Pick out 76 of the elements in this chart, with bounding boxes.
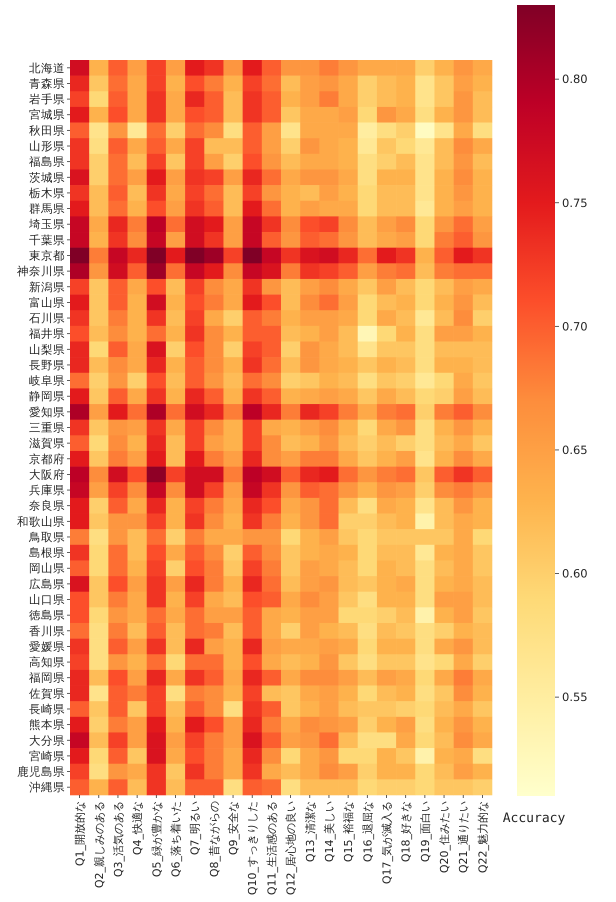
- y-tick-label: 三重県: [29, 420, 65, 434]
- y-tick-label: 鳥取県: [28, 530, 65, 544]
- x-tick-label: Q15_裕福な: [342, 801, 356, 862]
- x-tick-label: Q1_開放的な: [74, 801, 87, 866]
- y-tick-label: 神奈川県: [17, 264, 65, 278]
- x-tick-label: Q21_通りたい: [457, 801, 470, 874]
- x-tick-label: Q7_明るい: [188, 801, 202, 856]
- y-tick-label: 秋田県: [29, 123, 65, 138]
- color-bar-label: 0.80: [562, 72, 588, 86]
- y-tick-label: 群馬県: [29, 202, 65, 216]
- y-tick-label: 鹿児島県: [17, 764, 65, 779]
- x-tick-label: Q19_面白い: [418, 801, 432, 862]
- y-tick-label: 長野県: [29, 358, 65, 372]
- y-tick-label: 和歌山県: [17, 514, 65, 528]
- y-tick-label: 広島県: [29, 576, 65, 591]
- y-tick-label: 新潟県: [29, 280, 65, 294]
- y-tick-label: 大阪府: [29, 467, 65, 482]
- y-tick-label: 岩手県: [29, 92, 65, 106]
- x-tick-label: Q5_緑が豊かな: [150, 801, 164, 878]
- color-bar-label: 0.65: [562, 442, 588, 457]
- color-bar-label: 0.70: [562, 319, 588, 334]
- y-tick-label: 愛媛県: [29, 639, 65, 654]
- y-tick-label: 栃木県: [29, 186, 65, 200]
- color-bar-label: 0.55: [562, 690, 588, 704]
- y-tick-label: 山形県: [29, 139, 65, 154]
- y-tick-label: 富山県: [29, 295, 65, 310]
- x-tick-label: Q4_快適な: [131, 801, 144, 856]
- y-tick-label: 千葉県: [29, 232, 65, 247]
- y-tick-label: 京都府: [29, 452, 65, 466]
- y-tick-label: 東京都: [29, 248, 65, 262]
- y-tick-label: 静岡県: [29, 389, 65, 404]
- x-tick-label: Q6_落ち着いた: [170, 801, 182, 878]
- y-tick-label: 滋賀県: [29, 436, 65, 450]
- x-tick-label: Q9_安全な: [227, 801, 240, 856]
- y-tick-label: 宮城県: [29, 108, 65, 122]
- y-tick-label: 兵庫県: [29, 483, 65, 498]
- x-tick-label: Q8_昔ながらの: [208, 801, 221, 878]
- y-tick-label: 山口県: [29, 592, 65, 607]
- y-tick-label: 高知県: [29, 655, 65, 670]
- y-tick-label: 埼玉県: [28, 217, 65, 232]
- color-bar-label: 0.75: [562, 196, 588, 210]
- x-tick-label: Q22_魅力的な: [476, 801, 490, 874]
- x-tick-label: Q14_美しい: [322, 801, 336, 862]
- y-tick-label: 香川県: [29, 624, 65, 638]
- x-tick-label: Q16_退屈な: [361, 801, 374, 862]
- x-tick-label: Q11_生活感のある: [265, 801, 278, 896]
- x-tick-label: Q20_住みたい: [438, 801, 452, 874]
- x-tick-label: Q3_活気のある: [112, 801, 125, 878]
- y-tick-label: 北海道: [29, 60, 65, 75]
- x-tick-label: Q17_気が滅入る: [380, 801, 394, 884]
- y-tick-label: 福井県: [29, 326, 65, 341]
- y-tick-label: 佐賀県: [29, 686, 65, 700]
- color-bar-label: 0.60: [562, 566, 588, 581]
- y-tick-label: 福岡県: [29, 670, 65, 685]
- y-tick-label: 福島県: [29, 154, 65, 169]
- y-tick-label: 石川県: [29, 311, 65, 326]
- y-tick-label: 青森県: [29, 76, 65, 90]
- x-tick-label: Q2_親しみのある: [92, 801, 106, 888]
- y-tick-label: 岐阜県: [29, 374, 65, 388]
- y-tick-label: 大分県: [29, 733, 65, 748]
- x-tick-label: Q10_すっきりした: [246, 801, 260, 896]
- y-tick-label: 茨城県: [29, 170, 65, 184]
- x-tick-label: Q12_居心地の良い: [284, 801, 298, 896]
- y-tick-label: 熊本県: [29, 718, 65, 732]
- y-tick-label: 徳島県: [29, 608, 65, 622]
- y-tick-label: 沖縄県: [29, 780, 65, 794]
- y-tick-label: 愛知県: [29, 404, 65, 419]
- y-tick-label: 奈良県: [29, 498, 65, 513]
- y-tick-label: 長崎県: [29, 702, 65, 716]
- y-tick-label: 山梨県: [29, 342, 65, 356]
- y-tick-label: 島根県: [29, 546, 65, 560]
- x-tick-label: Q18_好きな: [400, 801, 413, 862]
- color-bar-title: Accuracy: [502, 811, 566, 826]
- y-tick-label: 岡山県: [29, 561, 65, 576]
- y-tick-label: 宮崎県: [29, 748, 65, 763]
- x-tick-label: Q13_清潔な: [304, 801, 317, 862]
